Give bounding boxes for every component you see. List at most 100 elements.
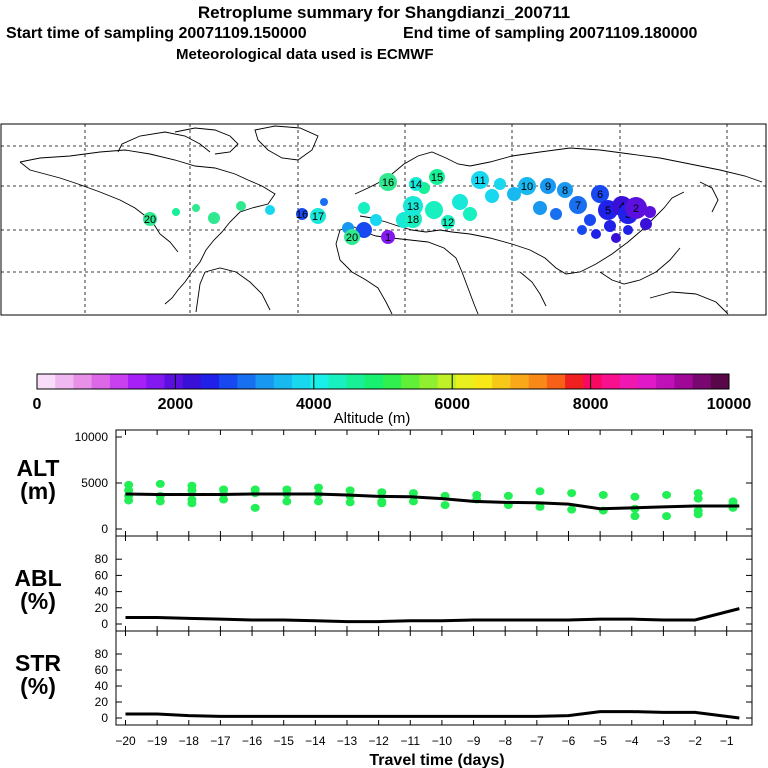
y-tick-label: 10000 (75, 430, 109, 444)
trajectory-dot (577, 225, 587, 235)
trajectory-day-label: 2 (633, 203, 639, 215)
x-tick-label: −15 (274, 734, 295, 748)
x-tick-label: −7 (530, 734, 544, 748)
colorbar-tick-labels: 0 2000 4000 6000 8000 10000 (33, 396, 752, 413)
colorbar-swatch (109, 374, 129, 389)
trajectory-marker (296, 208, 308, 220)
colorbar-swatch (291, 374, 311, 389)
x-tick-label: −3 (657, 734, 671, 748)
trajectory-day-label: 5 (605, 205, 611, 217)
x-tick-label: −19 (147, 734, 168, 748)
colorbar-swatch (146, 374, 165, 389)
y-tick-label: 0 (101, 711, 108, 725)
trajectory-dot (644, 206, 656, 218)
colorbar-tick-label: 6000 (434, 396, 470, 413)
colorbar-tick-label: 2000 (158, 396, 194, 413)
y-tick-label: 80 (95, 552, 109, 566)
abl-series-line (125, 607, 740, 624)
trajectory-marker (381, 230, 395, 244)
colorbar-swatch (401, 374, 420, 389)
colorbar-swatches (37, 374, 730, 389)
trajectory-marker (518, 177, 536, 195)
trajectory-marker (379, 173, 397, 191)
trajectory-day-label: 10 (521, 181, 533, 193)
colorbar-swatch (346, 374, 366, 389)
coastlines (19, 125, 763, 315)
altitude-point (314, 483, 324, 492)
trajectory-day-label: 18 (407, 214, 419, 226)
trajectory-day-label: 9 (545, 181, 551, 193)
trajectory-day-label: 17 (312, 211, 324, 223)
colorbar-swatch (164, 374, 184, 389)
x-axis: −20 −19 −18 −17 −16 −15 −14 −13 −12 −11 −10 −9 −8 −7 −… (115, 734, 734, 748)
colorbar-swatch (91, 374, 111, 389)
trajectory-day-label: 8 (562, 185, 568, 197)
altitude-point (155, 479, 165, 488)
trajectory-day-label: 1 (385, 232, 391, 244)
trajectory-dot (358, 202, 370, 214)
altitude-point (377, 499, 387, 508)
trajectory-marker (557, 182, 573, 198)
met-data-label: Meteorological data used is ECMWF (176, 46, 434, 63)
x-tick-label: −5 (593, 734, 607, 748)
colorbar-swatch (219, 374, 238, 389)
trajectory-day-label: 20 (346, 232, 358, 244)
colorbar-swatch (492, 374, 511, 389)
altitude-colorbar: 0 2000 4000 6000 8000 10000 Altitude (m) (33, 373, 752, 426)
trajectory-day-label: 16 (296, 209, 308, 221)
colorbar-swatch (200, 374, 220, 389)
trajectory-dot (611, 233, 621, 243)
trajectory-day-label: 12 (442, 217, 454, 229)
colorbar-swatch (364, 374, 384, 389)
trajectory-dot (370, 214, 382, 226)
abl-panel: 80 60 40 20 0 (95, 536, 752, 631)
alt-series-line (125, 492, 740, 511)
trajectory-marker (403, 196, 423, 216)
trajectory-day-label: 6 (597, 189, 603, 201)
x-tick-label: −9 (467, 734, 481, 748)
altitude-point (408, 497, 418, 506)
trajectory-dot (533, 201, 547, 215)
trajectory-dot (425, 201, 443, 219)
str-unit-label: (%) (20, 673, 56, 699)
trajectory-dot (584, 214, 596, 226)
trajectory-dot (604, 220, 616, 232)
trajectory-day-label: 11 (474, 175, 485, 187)
trajectory-marker (409, 177, 423, 191)
altitude-point (124, 480, 134, 489)
altitude-point (693, 489, 703, 498)
map-graticule (1, 124, 766, 315)
colorbar-swatch (674, 374, 694, 389)
colorbar-tick-label: 8000 (573, 396, 609, 413)
x-tick-label: −6 (562, 734, 576, 748)
page-title: Retroplume summary for Shangdianzi_20071… (197, 3, 571, 22)
trajectory-dot (192, 204, 200, 212)
colorbar-swatch (73, 374, 93, 389)
trajectory-dot (463, 207, 477, 221)
y-tick-label: 20 (95, 601, 109, 615)
altitude-point (630, 512, 640, 521)
altitude-point (124, 486, 134, 495)
x-tick-label: −12 (368, 734, 389, 748)
colorbar-swatch (237, 374, 257, 389)
trajectory-marker (344, 229, 360, 245)
altitude-point (345, 486, 355, 495)
trajectory-dot (172, 208, 180, 216)
x-tick-label: −20 (115, 734, 136, 748)
colorbar-swatch (328, 374, 348, 389)
colorbar-tick-label: 4000 (296, 396, 332, 413)
trajectory-dot (320, 198, 328, 206)
trajectory-marker (540, 178, 556, 194)
trajectory-dot (494, 178, 506, 190)
colorbar-swatch (510, 374, 530, 389)
end-time-label: End time of sampling 20071109.180000 (403, 25, 698, 42)
x-tick-label: −11 (401, 734, 421, 748)
str-panel: 80 60 40 20 0 (95, 631, 752, 725)
trajectory-day-label: 7 (575, 200, 581, 212)
y-tick-label: 0 (101, 617, 108, 631)
alt-label: ALT (16, 455, 59, 481)
altitude-point (503, 491, 513, 500)
x-tick-label: −10 (432, 734, 453, 748)
abl-label: ABL (14, 565, 61, 591)
colorbar-swatch (419, 374, 439, 389)
